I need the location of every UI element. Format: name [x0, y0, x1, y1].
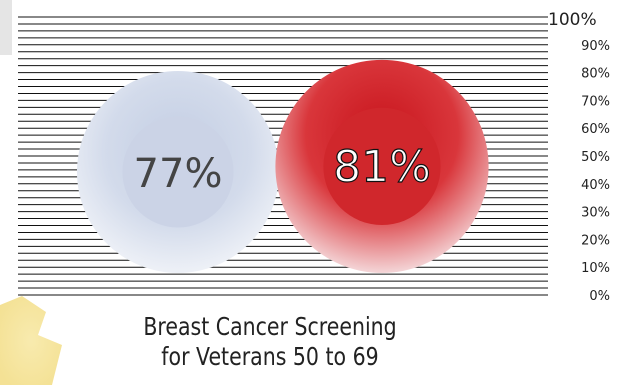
chart-title-line2: for Veterans 50 to 69: [161, 342, 379, 371]
y-tick-label: 0%: [589, 289, 610, 304]
y-tick-label: 100%: [548, 10, 597, 30]
y-axis: 0% 10% 20% 30% 40% 50% 60% 70% 80% 90% 100%: [548, 10, 610, 304]
y-tick-label: 60%: [581, 122, 610, 137]
chart-title-line1: Breast Cancer Screening: [143, 312, 397, 341]
corner-shadow: [0, 0, 12, 55]
y-tick-label: 20%: [581, 233, 610, 248]
y-tick-label: 10%: [581, 261, 610, 276]
star-decoration-icon: [0, 296, 62, 385]
bar-value-label: 81%: [333, 141, 431, 192]
bars: 77% 81%: [76, 59, 489, 273]
bar-disk-center: [323, 107, 441, 226]
bar-disk-center: [122, 116, 234, 228]
bar-value-label: 77%: [134, 151, 223, 197]
y-tick-label: 80%: [581, 67, 610, 82]
y-tick-label: 90%: [581, 39, 610, 54]
y-tick-label: 40%: [581, 178, 610, 193]
y-tick-label: 70%: [581, 94, 610, 109]
y-tick-label: 50%: [581, 150, 610, 165]
y-tick-label: 30%: [581, 206, 610, 221]
